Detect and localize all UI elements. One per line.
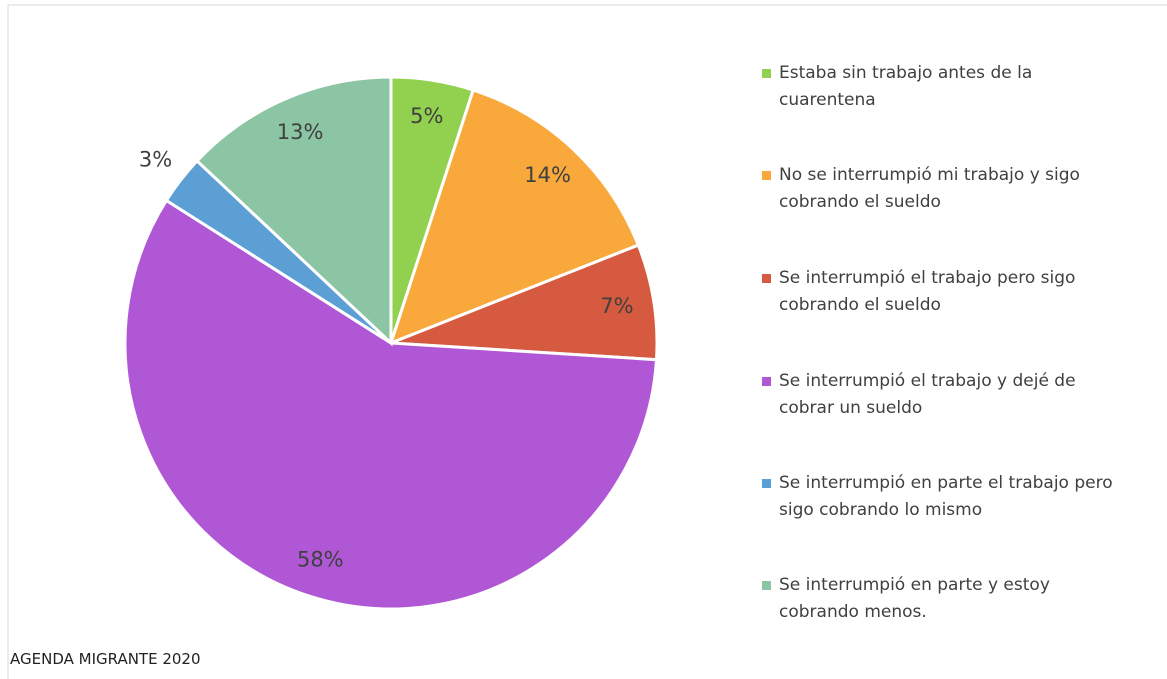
slice-label: 3% — [139, 147, 172, 171]
legend-label: Se interrumpió en parte y estoy cobrando… — [779, 575, 1050, 622]
legend-item: Se interrumpió el trabajo pero sigo cobr… — [762, 265, 1127, 319]
source-note: AGENDA MIGRANTE 2020 — [10, 650, 201, 668]
legend-swatch — [762, 581, 771, 590]
legend-item: Se interrumpió el trabajo y dejé de cobr… — [762, 368, 1127, 422]
legend-label: Se interrumpió el trabajo y dejé de cobr… — [779, 371, 1076, 418]
legend-item: Estaba sin trabajo antes de la cuarenten… — [762, 60, 1127, 114]
legend-item: Se interrumpió en parte el trabajo pero … — [762, 470, 1127, 524]
pie-slice — [194, 75, 393, 347]
slice-label: 13% — [277, 120, 324, 144]
slice-label: 7% — [600, 294, 633, 318]
legend-label: Estaba sin trabajo antes de la cuarenten… — [779, 63, 1033, 110]
frame — [7, 4, 1167, 679]
legend-label: Se interrumpió el trabajo pero sigo cobr… — [779, 268, 1076, 315]
legend-label: No se interrumpió mi trabajo y sigo cobr… — [779, 165, 1080, 212]
legend-swatch — [762, 69, 771, 78]
pie-slice — [123, 198, 659, 611]
slice-label: 5% — [410, 104, 443, 128]
legend-item: Se interrumpió en parte y estoy cobrando… — [762, 572, 1127, 626]
legend-swatch — [762, 377, 771, 386]
legend-swatch — [762, 274, 771, 283]
pie-slice — [390, 243, 659, 362]
legend-label: Se interrumpió en parte el trabajo pero … — [779, 473, 1113, 520]
legend-item: No se interrumpió mi trabajo y sigo cobr… — [762, 162, 1127, 216]
legend-swatch — [762, 479, 771, 488]
slice-label: 14% — [524, 163, 571, 187]
slice-label: 58% — [297, 548, 344, 572]
legend-swatch — [762, 171, 771, 180]
pie-slice — [388, 88, 641, 346]
